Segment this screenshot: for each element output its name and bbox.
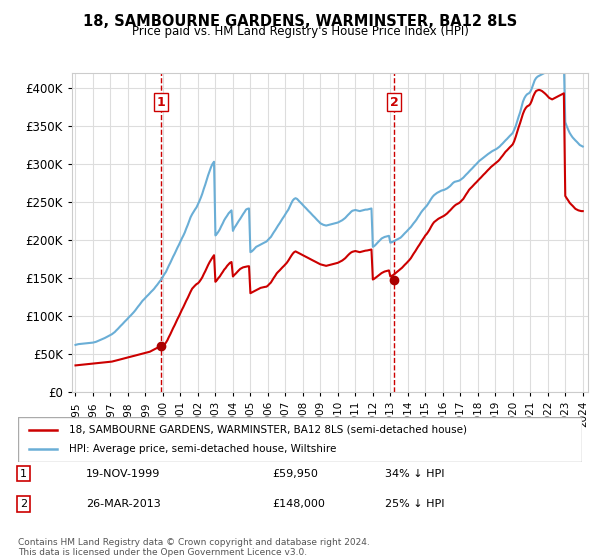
Text: 25% ↓ HPI: 25% ↓ HPI [385,499,444,509]
FancyBboxPatch shape [18,417,582,462]
Text: 34% ↓ HPI: 34% ↓ HPI [385,469,444,479]
Text: 1: 1 [157,96,165,109]
Text: 19-NOV-1999: 19-NOV-1999 [86,469,160,479]
Text: 1: 1 [20,469,27,479]
Text: 2: 2 [20,499,27,509]
Text: £59,950: £59,950 [272,469,317,479]
Text: Price paid vs. HM Land Registry's House Price Index (HPI): Price paid vs. HM Land Registry's House … [131,25,469,38]
Text: HPI: Average price, semi-detached house, Wiltshire: HPI: Average price, semi-detached house,… [69,445,336,455]
Text: Contains HM Land Registry data © Crown copyright and database right 2024.
This d: Contains HM Land Registry data © Crown c… [18,538,370,557]
Text: £148,000: £148,000 [272,499,325,509]
Text: 18, SAMBOURNE GARDENS, WARMINSTER, BA12 8LS (semi-detached house): 18, SAMBOURNE GARDENS, WARMINSTER, BA12 … [69,424,467,435]
Text: 2: 2 [390,96,399,109]
Text: 18, SAMBOURNE GARDENS, WARMINSTER, BA12 8LS: 18, SAMBOURNE GARDENS, WARMINSTER, BA12 … [83,14,517,29]
Text: 26-MAR-2013: 26-MAR-2013 [86,499,160,509]
